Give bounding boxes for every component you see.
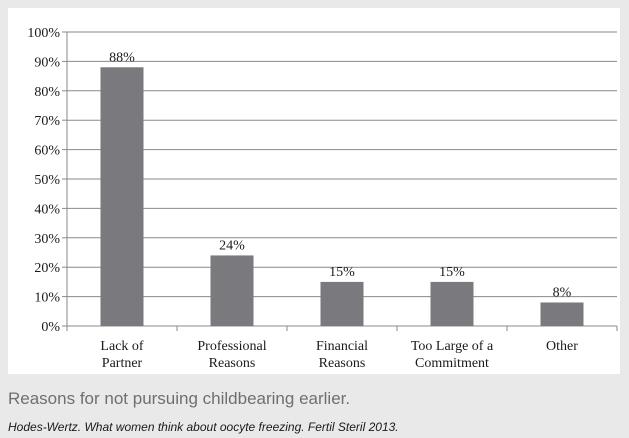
category-label: Professional [197,339,266,354]
category-label: Reasons [209,356,256,371]
y-tick-label: 70% [34,114,60,129]
y-tick-label: 30% [34,232,60,247]
category-label: Commitment [415,356,489,371]
y-tick-label: 40% [34,202,60,217]
bar [100,67,144,326]
bar-chart: 0% 10% 20% 30% 40% 50% 60% 70% 80% 90% 100% 88% Lack… [27,26,618,371]
y-tick-label: 20% [34,261,60,276]
data-label: 24% [219,238,245,253]
y-tick-label: 80% [34,85,60,100]
data-label: 15% [439,265,465,280]
category-label: Lack of [100,339,143,354]
category-label: Financial [316,339,368,354]
y-tick-label: 0% [41,320,60,335]
category-label: Partner [102,356,143,371]
data-label: 8% [553,285,572,300]
plot-panel: 0% 10% 20% 30% 40% 50% 60% 70% 80% 90% 100% 88% Lack… [8,8,620,374]
bar [320,281,364,326]
y-tick-label: 50% [34,173,60,188]
y-tick-label: 10% [34,291,60,306]
bar [430,281,474,326]
data-label: 15% [329,265,355,280]
category-label: Reasons [319,356,366,371]
bar [210,255,254,326]
y-tick-label: 90% [34,55,60,70]
category-label: Too Large of a [411,339,494,354]
bar [540,302,584,326]
data-label: 88% [109,50,135,65]
figure-caption: Reasons for not pursuing childbearing ea… [8,389,351,408]
category-label: Other [546,339,578,354]
y-tick-label: 100% [27,26,60,41]
source-citation: Hodes-Wertz. What women think about oocy… [8,420,399,434]
y-tick-label: 60% [34,144,60,159]
